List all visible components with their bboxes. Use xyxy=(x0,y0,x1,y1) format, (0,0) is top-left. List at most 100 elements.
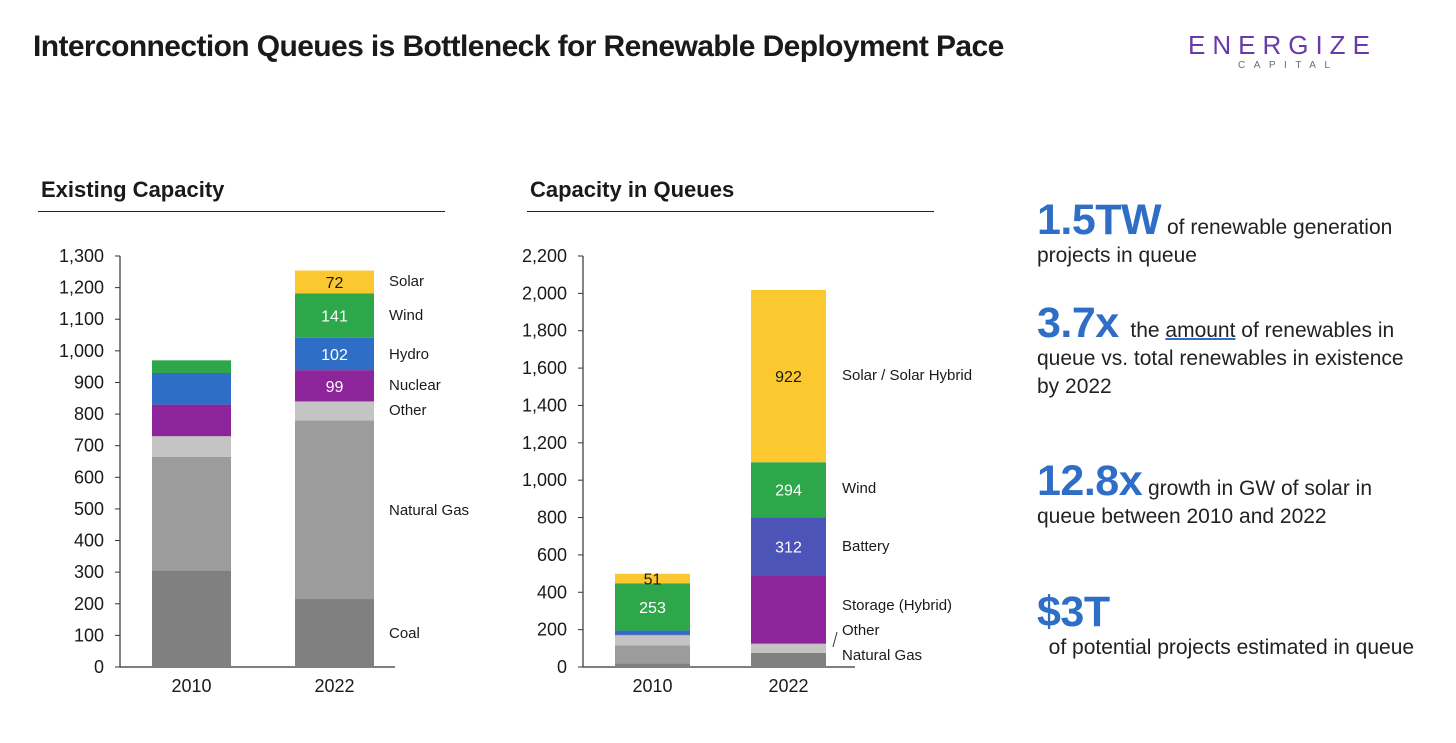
bar-segment-battery-2010 xyxy=(615,634,690,636)
stat-2-value: 3.7x xyxy=(1037,299,1119,347)
bar-segment-natural-gas-2022 xyxy=(295,420,374,600)
y-tick-label: 1,600 xyxy=(522,358,567,378)
stat-2-text: of renewables in queue vs. total renewab… xyxy=(1037,319,1404,398)
bar-segment-other-2010 xyxy=(615,635,690,646)
series-label: Coal xyxy=(389,625,420,642)
y-tick-label: 1,000 xyxy=(59,341,104,361)
bar-segment-solar-solar-hybrid-2022 xyxy=(751,290,826,463)
y-tick-label: 500 xyxy=(74,499,104,519)
bar-segment-battery-2022 xyxy=(751,517,826,576)
y-tick-label: 300 xyxy=(74,562,104,582)
y-tick-label: 600 xyxy=(537,545,567,565)
y-tick-label: 600 xyxy=(74,467,104,487)
data-label: 72 xyxy=(326,275,344,292)
data-label: 51 xyxy=(644,572,662,589)
series-label: Wind xyxy=(389,307,423,324)
bar-segment-storage-hybrid--2022 xyxy=(751,575,826,644)
bar-segment-natural-gas-2022 xyxy=(751,652,826,667)
bar-segment-nuclear-2022 xyxy=(295,370,374,402)
series-label: Solar xyxy=(389,273,424,290)
y-tick-label: 800 xyxy=(537,508,567,528)
stat-1-text: of renewable generation projects in queu… xyxy=(1037,216,1393,267)
x-tick-label: 2010 xyxy=(171,676,211,696)
y-tick-label: 900 xyxy=(74,372,104,392)
bar-segment-wind-2022 xyxy=(295,293,374,338)
bar-segment-solar-solar-hybrid-2010 xyxy=(615,573,690,584)
stat-4-text: of potential projects estimated in queue xyxy=(1037,636,1415,659)
y-tick-label: 1,800 xyxy=(522,321,567,341)
stat-3-value: 12.8x xyxy=(1037,457,1143,505)
series-label: Other xyxy=(389,402,427,419)
bar-segment-hydro-2022 xyxy=(295,337,374,371)
bar-segment-other-2022 xyxy=(295,401,374,421)
y-tick-label: 2,000 xyxy=(522,283,567,303)
stat-2-underlined: amount xyxy=(1165,319,1236,342)
x-tick-label: 2022 xyxy=(314,676,354,696)
series-label: Natural Gas xyxy=(389,502,469,519)
y-tick-label: 0 xyxy=(557,657,567,677)
y-tick-label: 1,300 xyxy=(59,246,104,266)
bar-segment-coal-2010 xyxy=(152,570,231,667)
energize-capital-logo: ENERGIZE CAPITAL xyxy=(1188,30,1408,74)
logo-wordmark: ENERGIZE xyxy=(1188,30,1377,60)
bar-segment-hydro-2010 xyxy=(615,630,690,635)
y-tick-label: 1,200 xyxy=(59,278,104,298)
data-label: 141 xyxy=(321,309,348,326)
stat-1: 1.5TW of renewable generation projects i… xyxy=(1037,199,1417,270)
capacity-in-queues-title: Capacity in Queues xyxy=(530,177,735,202)
other-leader-line xyxy=(832,631,838,648)
x-tick-label: 2010 xyxy=(632,676,672,696)
bar-segment-wind-2022 xyxy=(751,462,826,518)
y-tick-label: 400 xyxy=(74,531,104,551)
stat-2: 3.7x the amount of renewables in queue v… xyxy=(1037,302,1417,401)
capacity-in-queues-rule xyxy=(527,211,934,212)
y-tick-label: 200 xyxy=(537,620,567,640)
bar-segment-hydro-2010 xyxy=(152,372,231,405)
x-tick-label: 2022 xyxy=(768,676,808,696)
bar-segment-natural-gas-2010 xyxy=(152,456,231,571)
data-label: 102 xyxy=(321,347,348,364)
series-label: Battery xyxy=(842,538,890,555)
bar-segment-nuclear-2010 xyxy=(152,404,231,437)
series-label: Solar / Solar Hybrid xyxy=(842,367,972,384)
bar-segment-solar-2022 xyxy=(295,270,374,294)
y-tick-label: 1,200 xyxy=(522,433,567,453)
bar-segment-other-2010 xyxy=(615,645,690,664)
capacity-in-queues-chart: 0 200 400 600 800 1,000 1,200 1,400 1,600 1,800 2,… xyxy=(522,246,972,696)
y-tick-label: 1,000 xyxy=(522,470,567,490)
stat-3-text: growth in GW of solar in queue between 2… xyxy=(1037,477,1373,528)
stat-2-pre: the xyxy=(1118,319,1166,342)
stat-4-value: $3T xyxy=(1037,588,1110,636)
series-label: Storage (Hybrid) xyxy=(842,597,952,614)
existing-capacity-chart: 0 100 200 300 400 500 600 700 800 900 1,000 1,100 1,… xyxy=(59,246,469,696)
y-tick-label: 700 xyxy=(74,436,104,456)
y-tick-label: 1,100 xyxy=(59,309,104,329)
stat-3: 12.8x growth in GW of solar in queue bet… xyxy=(1037,460,1417,531)
y-tick-label: 1,400 xyxy=(522,395,567,415)
series-label: Wind xyxy=(842,480,876,497)
bar-segment-wind-2010 xyxy=(615,583,690,631)
data-label: 312 xyxy=(775,539,802,556)
y-tick-label: 0 xyxy=(94,657,104,677)
y-tick-label: 200 xyxy=(74,594,104,614)
y-tick-label: 100 xyxy=(74,625,104,645)
stat-1-value: 1.5TW xyxy=(1037,196,1162,244)
series-label: Nuclear xyxy=(389,377,441,394)
bar-segment-other-2022 xyxy=(751,643,826,653)
series-label: Natural Gas xyxy=(842,647,922,664)
logo-subtitle: CAPITAL xyxy=(1238,60,1339,71)
y-tick-label: 400 xyxy=(537,582,567,602)
stat-4: $3T of potential projects estimated in q… xyxy=(1037,591,1417,662)
bar-segment-coal-2022 xyxy=(295,599,374,667)
data-label: 99 xyxy=(326,379,344,396)
existing-capacity-rule xyxy=(38,211,445,212)
series-label: Other xyxy=(842,622,880,639)
page-title: Interconnection Queues is Bottleneck for… xyxy=(33,30,1004,63)
existing-capacity-title: Existing Capacity xyxy=(41,177,225,202)
data-label: 294 xyxy=(775,483,802,500)
data-label: 922 xyxy=(775,369,802,386)
y-tick-label: 2,200 xyxy=(522,246,567,266)
data-label: 253 xyxy=(639,600,666,617)
y-tick-label: 800 xyxy=(74,404,104,424)
